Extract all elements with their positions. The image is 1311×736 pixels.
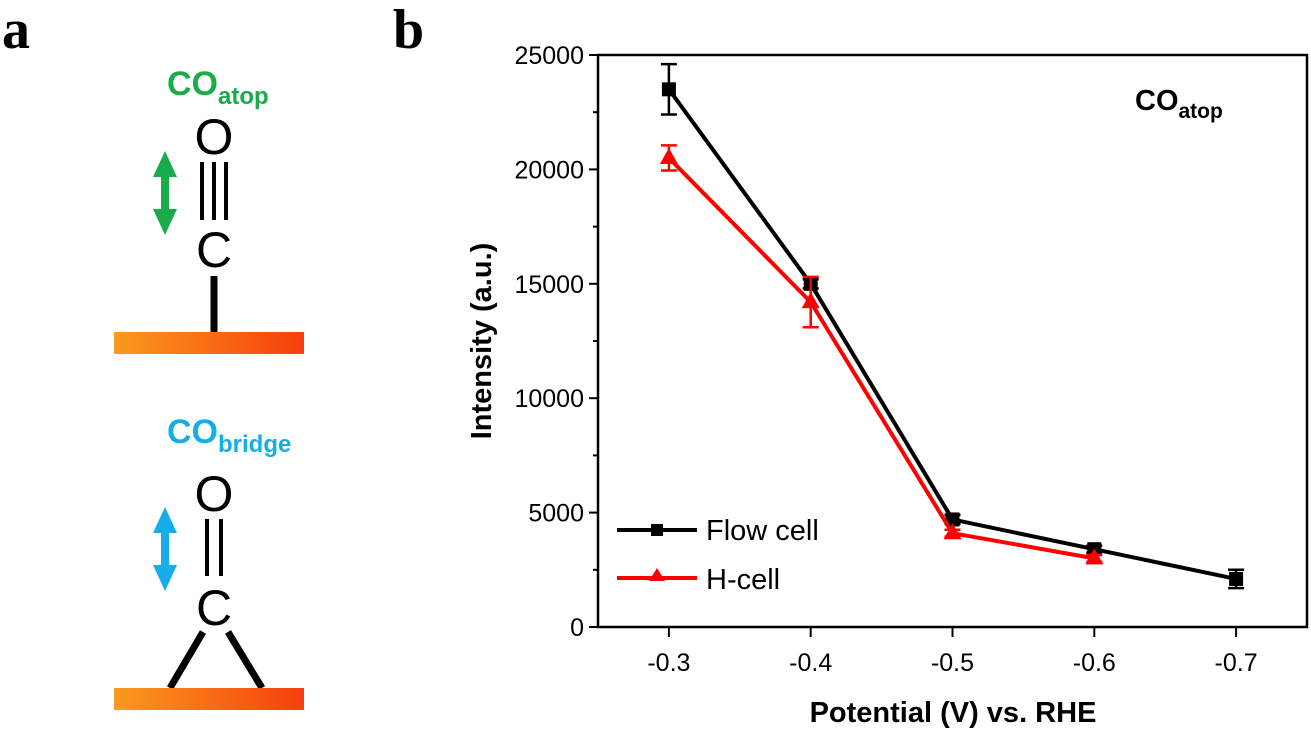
data-point-square xyxy=(1229,571,1244,586)
double-arrow-icon-bridge xyxy=(153,507,177,591)
data-point-triangle xyxy=(801,292,820,309)
metal-surface-atop xyxy=(114,332,304,354)
series-line xyxy=(667,156,1095,561)
y-axis-title: Intensity (a.u.) xyxy=(466,243,498,440)
atom-carbon-atop: C xyxy=(196,222,232,278)
atom-oxygen-atop: O xyxy=(195,109,234,165)
co-bridge-diagram: CObridge O C xyxy=(114,413,304,710)
x-tick-label: -0.3 xyxy=(647,649,690,677)
x-axis-title: Potential (V) vs. RHE xyxy=(810,697,1097,729)
legend-label: Flow cell xyxy=(706,515,819,547)
metal-surface-bridge xyxy=(114,688,304,710)
data-point-square xyxy=(945,512,960,527)
series-layer xyxy=(659,62,1245,590)
x-tick-label: -0.5 xyxy=(931,649,974,677)
triple-bond xyxy=(200,162,228,220)
panel-b-letter: b xyxy=(393,0,424,61)
data-point-triangle xyxy=(1085,548,1104,565)
co-bridge-label-main: CO xyxy=(167,413,218,451)
atom-oxygen-bridge: O xyxy=(195,466,234,522)
x-tick-label: -0.7 xyxy=(1215,649,1258,677)
double-arrow-icon-atop xyxy=(153,151,177,235)
data-point-square xyxy=(661,82,676,97)
co-bridge-label-sub: bridge xyxy=(218,431,291,458)
series-flow-cell xyxy=(660,62,1245,590)
y-tick-label: 5000 xyxy=(528,500,584,528)
surface-bond-right xyxy=(225,630,265,690)
y-tick-label: 20000 xyxy=(514,156,584,184)
data-point-triangle xyxy=(943,523,962,540)
annotation-main: CO xyxy=(1135,85,1179,117)
legend-marker-triangle xyxy=(649,568,665,581)
y-tick-label: 10000 xyxy=(514,385,584,413)
co-bridge-label: CObridge xyxy=(167,413,291,458)
x-tick-label: -0.4 xyxy=(789,649,832,677)
y-axis: 0 5000 10000 15000 20000 25000 xyxy=(514,42,598,642)
series-h-cell xyxy=(659,144,1104,565)
x-tick-label: -0.6 xyxy=(1073,649,1116,677)
double-bond xyxy=(205,519,223,576)
y-tick-label: 25000 xyxy=(514,42,584,70)
x-axis: -0.3 -0.4 -0.5 -0.6 -0.7 xyxy=(647,627,1258,677)
data-point-triangle xyxy=(659,147,678,164)
legend-item-flow-cell: Flow cell xyxy=(617,515,819,547)
panel-b: b 0 5000 10000 15000 20000 25000 -0.3 -0.4 -0.5… xyxy=(393,0,1309,729)
co-atop-label-sub: atop xyxy=(218,83,269,110)
legend-item-h-cell: H-cell xyxy=(617,564,780,596)
series-line xyxy=(667,88,1237,581)
co-atop-label-main: CO xyxy=(167,65,218,103)
legend-label: H-cell xyxy=(706,564,780,596)
annotation-sub: atop xyxy=(1179,100,1223,123)
y-tick-label: 15000 xyxy=(514,271,584,299)
panel-a: a COatop O C CObridge xyxy=(2,0,304,710)
legend-marker-square xyxy=(651,524,663,536)
panel-a-letter: a xyxy=(2,0,30,61)
y-tick-label: 0 xyxy=(570,614,584,642)
legend: Flow cell H-cell xyxy=(617,515,819,596)
co-atop-label: COatop xyxy=(167,65,269,110)
co-atop-annotation: COatop xyxy=(1135,85,1223,123)
co-atop-diagram: COatop O C xyxy=(114,65,304,354)
surface-bond-left xyxy=(166,630,207,690)
atom-carbon-bridge: C xyxy=(196,580,232,636)
